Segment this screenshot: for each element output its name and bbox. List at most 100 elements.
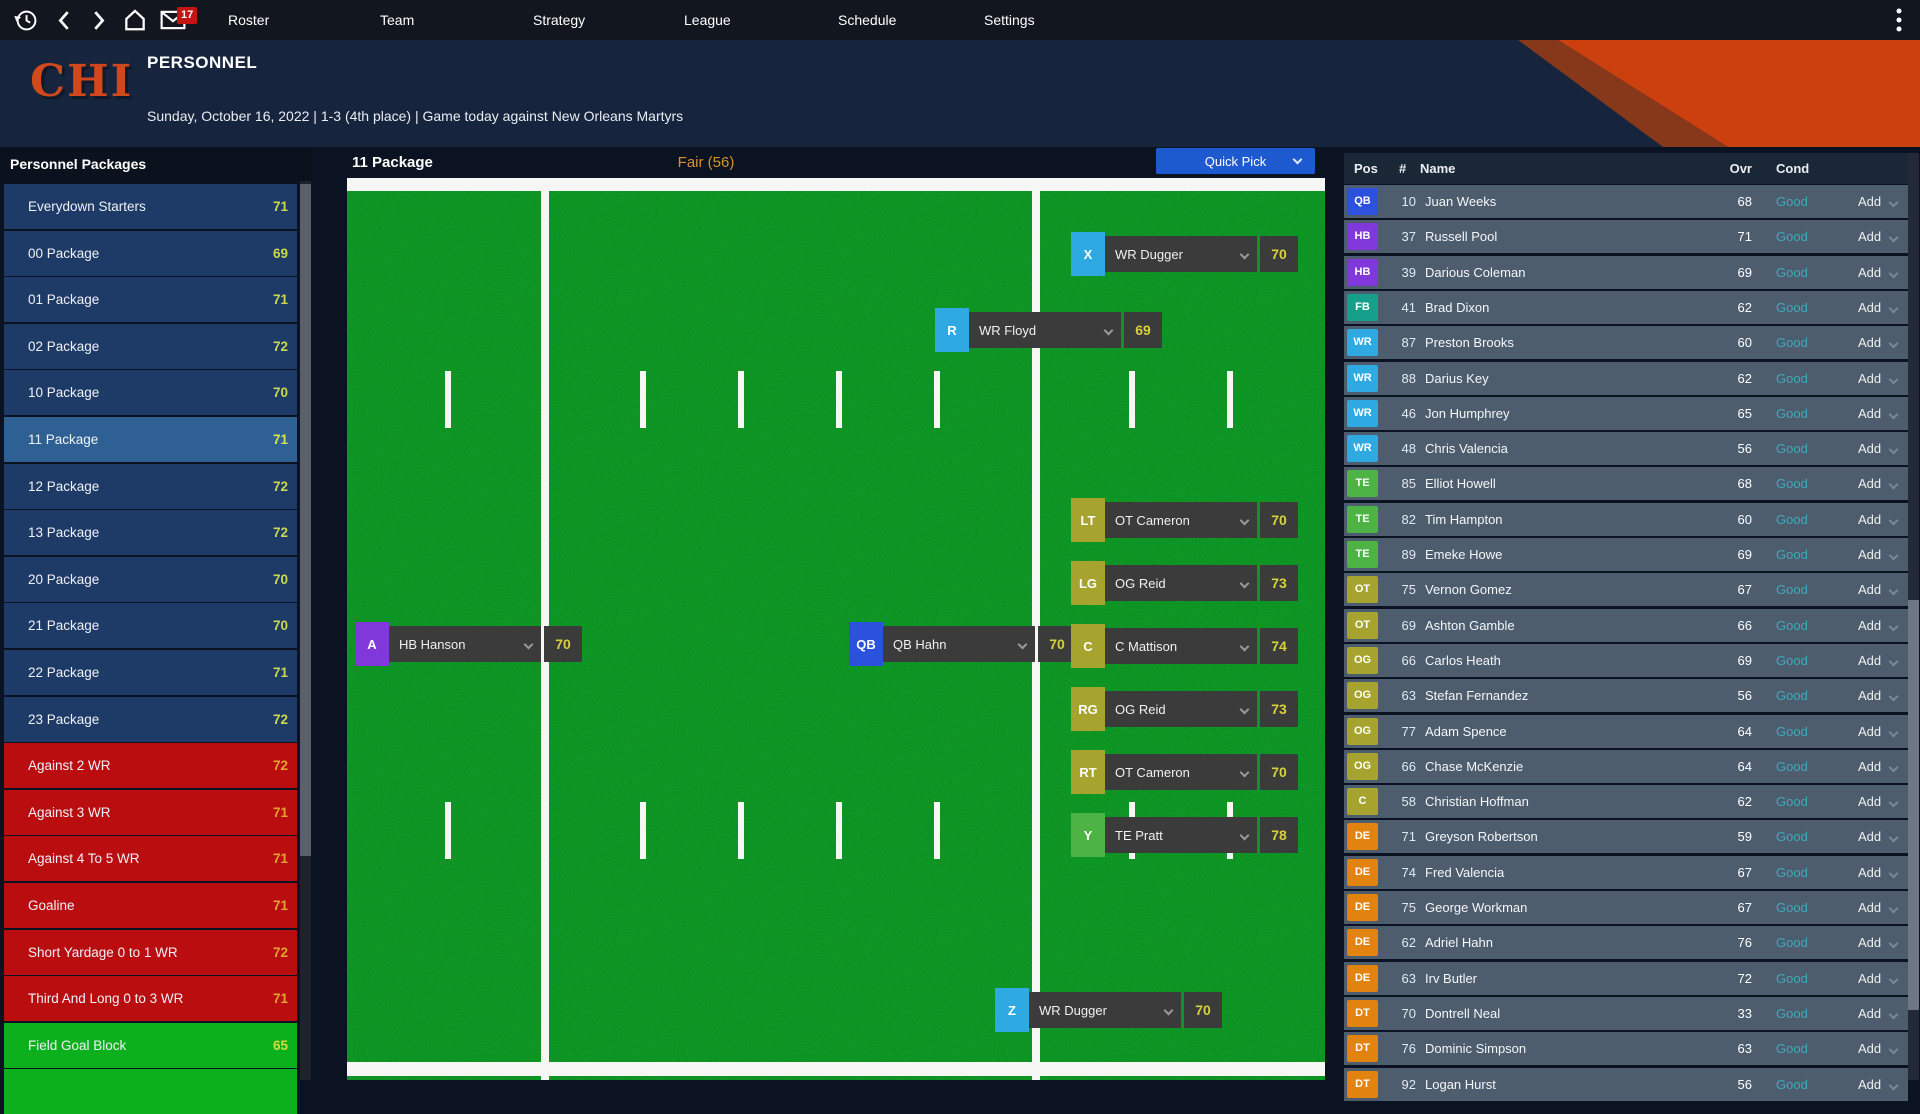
package-item[interactable]: 22 Package 71: [4, 650, 297, 695]
add-button[interactable]: Add: [1858, 723, 1882, 739]
package-item[interactable]: Goaline 71: [4, 883, 297, 928]
add-button[interactable]: Add: [1858, 370, 1882, 386]
package-item[interactable]: 12 Package 72: [4, 463, 297, 509]
roster-scrollbar[interactable]: [1908, 153, 1919, 1080]
back-icon[interactable]: [48, 0, 78, 40]
roster-scrollbar-thumb[interactable]: [1908, 600, 1919, 1010]
add-button[interactable]: Add: [1858, 652, 1882, 668]
player-select-dropdown[interactable]: HB Hanson: [389, 626, 541, 662]
roster-row[interactable]: HB 39 Darious Coleman 69 Good Add: [1344, 255, 1908, 289]
roster-row[interactable]: WR 46 Jon Humphrey 65 Good Add: [1344, 396, 1908, 430]
nav-item-league[interactable]: League: [684, 12, 731, 28]
player-select-dropdown[interactable]: QB Hahn: [883, 626, 1035, 662]
nav-item-schedule[interactable]: Schedule: [838, 12, 897, 28]
package-item[interactable]: Against 3 WR 71: [4, 789, 297, 835]
add-button[interactable]: Add: [1858, 582, 1882, 598]
add-button[interactable]: Add: [1858, 476, 1882, 492]
package-item[interactable]: 01 Package 71: [4, 277, 297, 323]
forward-icon[interactable]: [84, 0, 114, 40]
package-item[interactable]: Everydown Starters 71: [4, 184, 297, 229]
roster-row[interactable]: DE 63 Irv Butler 72 Good Add: [1344, 961, 1908, 995]
package-item[interactable]: 23 Package 72: [4, 696, 297, 742]
player-select-dropdown[interactable]: OG Reid: [1105, 691, 1257, 727]
add-button[interactable]: Add: [1858, 794, 1882, 810]
quick-pick-button[interactable]: Quick Pick: [1156, 148, 1315, 174]
add-button[interactable]: Add: [1858, 970, 1882, 986]
roster-row[interactable]: WR 87 Preston Brooks 60 Good Add: [1344, 326, 1908, 360]
add-button[interactable]: Add: [1858, 864, 1882, 880]
sidebar-scrollbar[interactable]: [300, 181, 311, 1080]
add-button[interactable]: Add: [1858, 511, 1882, 527]
roster-row[interactable]: FB 41 Brad Dixon 62 Good Add: [1344, 290, 1908, 324]
add-button[interactable]: Add: [1858, 758, 1882, 774]
package-item-selected[interactable]: 11 Package 71: [4, 417, 297, 462]
roster-row[interactable]: WR 48 Chris Valencia 56 Good Add: [1344, 432, 1908, 466]
sidebar-scrollbar-thumb[interactable]: [300, 184, 311, 856]
add-button[interactable]: Add: [1858, 935, 1882, 951]
add-button[interactable]: Add: [1858, 900, 1882, 915]
package-item[interactable]: Against 2 WR 72: [4, 743, 297, 789]
kebab-menu-icon[interactable]: [1884, 0, 1914, 40]
add-button[interactable]: Add: [1858, 688, 1882, 704]
package-item[interactable]: 00 Package 69: [4, 230, 297, 276]
roster-row[interactable]: TE 85 Elliot Howell 68 Good Add: [1344, 467, 1908, 501]
player-select-dropdown[interactable]: WR Dugger: [1105, 236, 1257, 272]
roster-row[interactable]: TE 89 Emeke Howe 69 Good Add: [1344, 538, 1908, 571]
add-button[interactable]: Add: [1858, 194, 1882, 209]
add-button[interactable]: Add: [1858, 299, 1882, 315]
add-button[interactable]: Add: [1858, 405, 1882, 421]
roster-row[interactable]: TE 82 Tim Hampton 60 Good Add: [1344, 502, 1908, 536]
player-select-dropdown[interactable]: WR Dugger: [1029, 992, 1181, 1028]
nav-item-strategy[interactable]: Strategy: [533, 12, 586, 28]
player-select-dropdown[interactable]: TE Pratt: [1105, 817, 1257, 853]
roster-row[interactable]: WR 88 Darius Key 62 Good Add: [1344, 361, 1908, 395]
roster-row[interactable]: DT 70 Dontrell Neal 33 Good Add: [1344, 996, 1908, 1030]
roster-row[interactable]: HB 37 Russell Pool 71 Good Add: [1344, 220, 1908, 254]
package-item[interactable]: Against 4 To 5 WR 71: [4, 836, 297, 882]
add-button[interactable]: Add: [1858, 617, 1882, 633]
add-button[interactable]: Add: [1858, 547, 1882, 562]
roster-row[interactable]: OG 66 Carlos Heath 69 Good Add: [1344, 643, 1908, 677]
roster-row[interactable]: OG 66 Chase McKenzie 64 Good Add: [1344, 749, 1908, 783]
nav-item-roster[interactable]: Roster: [228, 12, 270, 28]
add-button[interactable]: Add: [1858, 264, 1882, 280]
package-item[interactable]: 10 Package 70: [4, 370, 297, 416]
roster-row[interactable]: OT 75 Vernon Gomez 67 Good Add: [1344, 573, 1908, 607]
player-select-dropdown[interactable]: OT Cameron: [1105, 502, 1257, 538]
roster-row[interactable]: DE 62 Adriel Hahn 76 Good Add: [1344, 926, 1908, 960]
package-item[interactable]: 13 Package 72: [4, 510, 297, 556]
roster-row[interactable]: QB 10 Juan Weeks 68 Good Add: [1344, 185, 1908, 218]
nav-item-settings[interactable]: Settings: [984, 12, 1035, 28]
package-item[interactable]: 02 Package 72: [4, 323, 297, 369]
add-button[interactable]: Add: [1858, 229, 1882, 245]
history-icon[interactable]: [8, 0, 44, 40]
package-item[interactable]: Third And Long 0 to 3 WR 71: [4, 976, 297, 1022]
roster-row[interactable]: OG 77 Adam Spence 64 Good Add: [1344, 714, 1908, 748]
roster-row[interactable]: DE 75 George Workman 67 Good Add: [1344, 891, 1908, 924]
roster-row[interactable]: DE 71 Greyson Robertson 59 Good Add: [1344, 820, 1908, 854]
roster-row[interactable]: DT 76 Dominic Simpson 63 Good Add: [1344, 1032, 1908, 1066]
roster-row[interactable]: DE 74 Fred Valencia 67 Good Add: [1344, 855, 1908, 889]
package-item[interactable]: 20 Package 70: [4, 556, 297, 602]
add-button[interactable]: Add: [1858, 829, 1882, 845]
nav-item-team[interactable]: Team: [380, 12, 415, 28]
roster-row[interactable]: C 58 Christian Hoffman 62 Good Add: [1344, 785, 1908, 819]
package-item[interactable]: [4, 1069, 297, 1114]
package-item[interactable]: Short Yardage 0 to 1 WR 72: [4, 929, 297, 975]
add-button[interactable]: Add: [1858, 1076, 1882, 1092]
player-select-value: QB Hahn: [893, 636, 947, 652]
roster-row[interactable]: DT 92 Logan Hurst 56 Good Add: [1344, 1067, 1908, 1101]
add-button[interactable]: Add: [1858, 335, 1882, 351]
player-select-dropdown[interactable]: OT Cameron: [1105, 754, 1257, 790]
add-button[interactable]: Add: [1858, 1041, 1882, 1057]
add-button[interactable]: Add: [1858, 1005, 1882, 1021]
roster-row[interactable]: OG 63 Stefan Fernandez 56 Good Add: [1344, 679, 1908, 713]
player-select-dropdown[interactable]: C Mattison: [1105, 628, 1257, 664]
player-select-dropdown[interactable]: OG Reid: [1105, 565, 1257, 601]
roster-row[interactable]: OT 69 Ashton Gamble 66 Good Add: [1344, 608, 1908, 642]
package-item[interactable]: 21 Package 70: [4, 603, 297, 649]
player-select-dropdown[interactable]: WR Floyd: [969, 312, 1121, 348]
add-button[interactable]: Add: [1858, 441, 1882, 457]
home-icon[interactable]: [118, 0, 152, 40]
package-item[interactable]: Field Goal Block 65: [4, 1022, 297, 1068]
